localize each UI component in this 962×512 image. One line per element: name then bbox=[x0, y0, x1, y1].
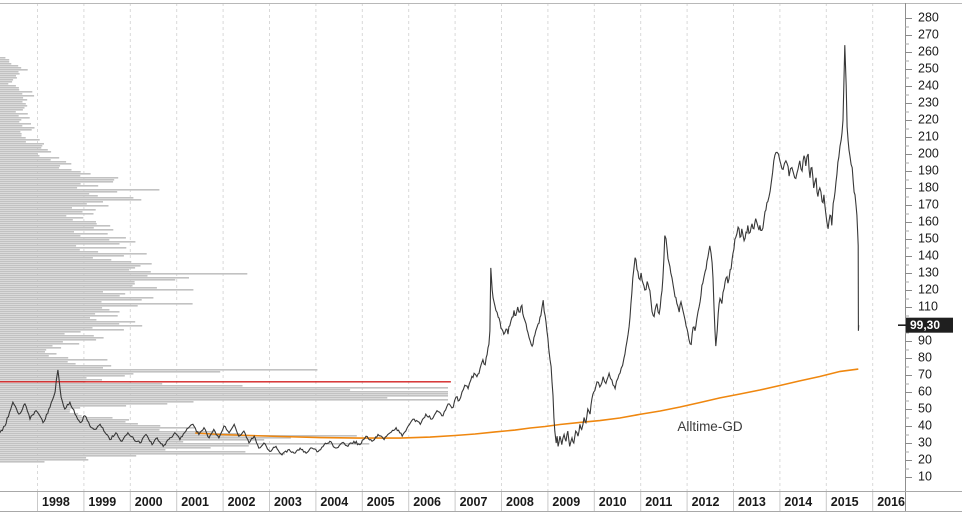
x-axis-year-label: 2000 bbox=[135, 495, 163, 509]
y-axis-label: 260 bbox=[918, 44, 939, 58]
y-axis-label: 140 bbox=[918, 248, 939, 262]
x-axis-year-label: 2002 bbox=[228, 495, 256, 509]
y-axis-label: 230 bbox=[918, 95, 939, 109]
y-axis-label: 130 bbox=[918, 265, 939, 279]
y-axis-label: 110 bbox=[918, 299, 938, 313]
y-axis-label: 30 bbox=[918, 435, 932, 449]
y-axis-label: 120 bbox=[918, 282, 939, 296]
y-axis-label: 90 bbox=[918, 333, 932, 347]
y-axis-label: 200 bbox=[918, 146, 939, 160]
alltime-gd-label: Alltime-GD bbox=[677, 419, 743, 434]
x-axis-year-label: 1999 bbox=[88, 495, 116, 509]
y-axis-label: 80 bbox=[918, 350, 932, 364]
x-axis-year-label: 2009 bbox=[552, 495, 580, 509]
x-axis-year-label: 2014 bbox=[784, 495, 812, 509]
last-price-badge-label: 99,30 bbox=[910, 318, 940, 332]
y-axis-label: 20 bbox=[918, 452, 932, 466]
x-axis: 1998 1999 2000 2001 2002 2003 2004 2005 2006 2007… bbox=[0, 491, 962, 512]
y-axis-label: 70 bbox=[918, 367, 932, 381]
y-axis-label: 280 bbox=[918, 10, 939, 24]
x-axis-year-label: 2011 bbox=[645, 495, 672, 509]
x-axis-year-label: 2003 bbox=[274, 495, 302, 509]
y-axis: 1020304050607080901001101201301401501601… bbox=[905, 10, 939, 483]
x-axis-year-label: 2013 bbox=[738, 495, 766, 509]
x-axis-year-label: 2004 bbox=[320, 495, 348, 509]
x-axis-year-label: 2001 bbox=[181, 495, 209, 509]
y-axis-label: 160 bbox=[918, 214, 939, 228]
y-axis-label: 40 bbox=[918, 418, 932, 432]
y-axis-label: 170 bbox=[918, 197, 939, 211]
y-axis-label: 220 bbox=[918, 112, 939, 126]
y-axis-label: 190 bbox=[918, 163, 939, 177]
x-axis-year-label: 2005 bbox=[367, 495, 395, 509]
y-axis-label: 180 bbox=[918, 180, 939, 194]
y-axis-label: 210 bbox=[918, 129, 939, 143]
y-axis-label: 250 bbox=[918, 61, 939, 75]
y-axis-label: 270 bbox=[918, 27, 939, 41]
x-axis-year-label: 2012 bbox=[692, 495, 720, 509]
last-price-badge-box bbox=[906, 317, 953, 333]
y-axis-label: 60 bbox=[918, 384, 932, 398]
y-axis-label: 50 bbox=[918, 401, 932, 415]
x-axis-year-label: 2006 bbox=[413, 495, 441, 509]
x-axis-year-label: 2015 bbox=[831, 495, 859, 509]
x-axis-year-label: 2008 bbox=[506, 495, 534, 509]
y-axis-label: 150 bbox=[918, 231, 939, 245]
price-series bbox=[0, 45, 860, 456]
x-axis-year-label: 2010 bbox=[599, 495, 627, 509]
x-axis-year-label: 1998 bbox=[42, 495, 70, 509]
y-axis-label: 240 bbox=[918, 78, 939, 92]
y-axis-label: 10 bbox=[918, 469, 932, 483]
last-price-badge: 99,30 bbox=[898, 317, 953, 333]
volume-profile bbox=[0, 57, 448, 463]
x-axis-year-label: 2007 bbox=[460, 495, 488, 509]
x-axis-year-label: 2016 bbox=[877, 495, 905, 509]
alltime-gd-series bbox=[195, 368, 859, 439]
